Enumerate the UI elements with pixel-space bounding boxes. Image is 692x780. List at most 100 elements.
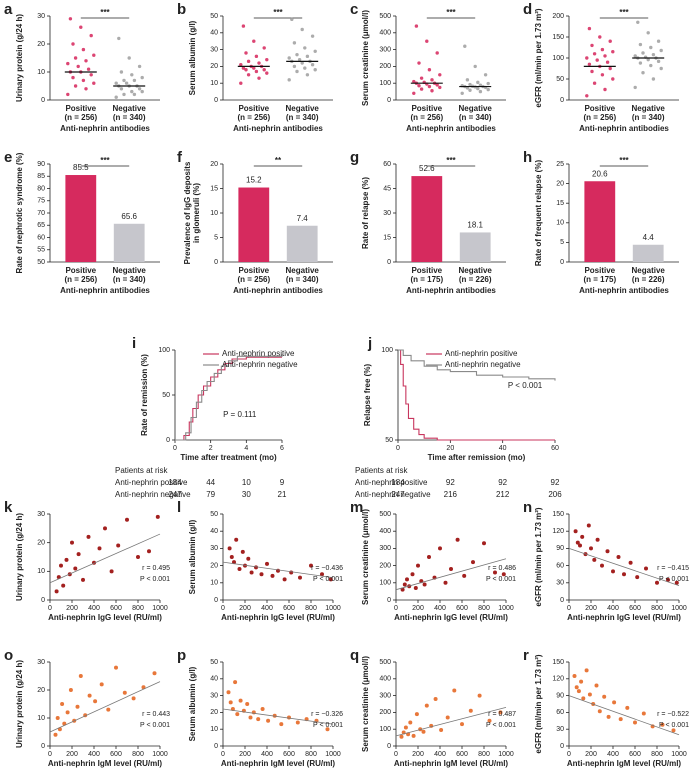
point — [411, 733, 416, 738]
dot — [290, 17, 294, 22]
panel-letter: l — [177, 499, 181, 516]
dot — [595, 58, 599, 62]
dot — [592, 52, 597, 56]
panel-letter: b — [177, 1, 186, 18]
panel-letter: i — [132, 335, 136, 352]
dot — [486, 87, 490, 92]
y-axis-label: Serum albumin (g/l) — [188, 519, 197, 594]
significance: *** — [446, 156, 456, 165]
dot — [252, 39, 256, 43]
dot — [300, 27, 304, 32]
p-value: P = 0.111 — [223, 410, 257, 419]
category-label: Negative — [286, 266, 320, 275]
point — [141, 685, 146, 690]
dot — [656, 39, 661, 43]
y-tick-label: 400 — [379, 30, 391, 37]
value-label: 4.4 — [643, 233, 655, 242]
point — [671, 728, 676, 733]
survival-curve — [398, 349, 555, 441]
dot — [473, 64, 477, 69]
trend-line — [49, 681, 161, 733]
bar — [632, 244, 664, 262]
point — [234, 537, 239, 542]
dot — [66, 61, 70, 66]
dot — [300, 61, 304, 65]
dot — [605, 60, 610, 64]
category-note: (n = 340) — [459, 113, 492, 122]
at-risk-title: Patients at risk — [115, 466, 168, 475]
point — [452, 688, 457, 693]
point — [87, 693, 92, 698]
y-tick-label: 120 — [552, 676, 564, 683]
x-tick-label: 800 — [305, 751, 317, 758]
point — [460, 722, 464, 727]
point — [235, 712, 240, 717]
x-axis-label: Anti-nephrin IgM level (RU/ml) — [48, 759, 163, 768]
x-axis-label: Anti-nephrin IgM level (RU/ml) — [394, 759, 509, 768]
point — [68, 688, 73, 692]
y-tick-label: 5 — [560, 239, 564, 246]
dot — [71, 75, 75, 80]
y-tick-label: 10 — [556, 220, 564, 227]
y-tick-label: 0 — [214, 597, 218, 604]
dot — [66, 92, 70, 97]
value-label: 65.6 — [121, 212, 137, 221]
point — [53, 732, 58, 737]
at-risk-group: Anti-nephrin negative — [355, 490, 431, 499]
dot — [414, 24, 419, 28]
panel-letter: f — [177, 149, 183, 166]
at-risk-count: 184 — [391, 478, 405, 487]
dot — [649, 45, 653, 50]
panel-letter: n — [523, 499, 532, 516]
x-tick-label: 1000 — [152, 751, 168, 758]
dot — [122, 78, 126, 83]
x-axis-label: Time after treatment (mo) — [180, 453, 277, 462]
point — [240, 549, 245, 554]
y-tick-label: 30 — [210, 692, 218, 699]
x-tick-label: 0 — [394, 751, 398, 758]
point — [574, 685, 579, 690]
dot — [659, 66, 663, 71]
point — [477, 693, 482, 698]
panel-letter: p — [177, 647, 186, 664]
point — [424, 703, 429, 708]
dot — [137, 64, 142, 69]
dot — [305, 73, 310, 77]
dot — [417, 84, 421, 88]
point — [471, 560, 475, 565]
point — [282, 577, 287, 582]
y-axis-label: Serum creatinine (μmol/l) — [361, 656, 370, 752]
category-note: (n = 256) — [237, 275, 270, 284]
bar — [411, 176, 443, 262]
point — [59, 563, 63, 568]
dot — [468, 88, 472, 92]
y-axis-label: Relapse free (%) — [363, 364, 372, 427]
x-tick-label: 400 — [88, 751, 100, 758]
dot — [608, 66, 612, 71]
y-tick-label: 5 — [214, 234, 218, 241]
point — [76, 552, 81, 557]
y-tick-label: 20 — [37, 687, 45, 694]
y-tick-label: 10 — [210, 726, 218, 733]
category-note: (n = 340) — [632, 113, 665, 122]
point — [413, 585, 418, 590]
y-axis-label: Serum creatinine (μmol/l) — [361, 509, 370, 605]
y-tick-label: 20 — [210, 161, 218, 168]
point — [602, 694, 607, 699]
point — [445, 715, 450, 720]
y-tick-label: 100 — [379, 80, 391, 87]
y-tick-label: 0 — [387, 597, 391, 604]
dot — [646, 57, 650, 62]
r-value: r = 0.495 — [142, 565, 170, 572]
y-tick-label: 10 — [210, 80, 218, 87]
point — [229, 555, 234, 559]
y-tick-label: 80 — [37, 185, 45, 192]
dot — [310, 34, 315, 38]
y-tick-label: 50 — [210, 659, 218, 666]
point — [612, 700, 617, 705]
y-tick-label: 90 — [556, 545, 564, 552]
category-label: Negative — [632, 104, 666, 113]
dot — [590, 43, 594, 48]
x-axis-label: Anti-nephrin IgG level (RU/ml) — [48, 613, 162, 622]
category-label: Negative — [113, 104, 147, 113]
